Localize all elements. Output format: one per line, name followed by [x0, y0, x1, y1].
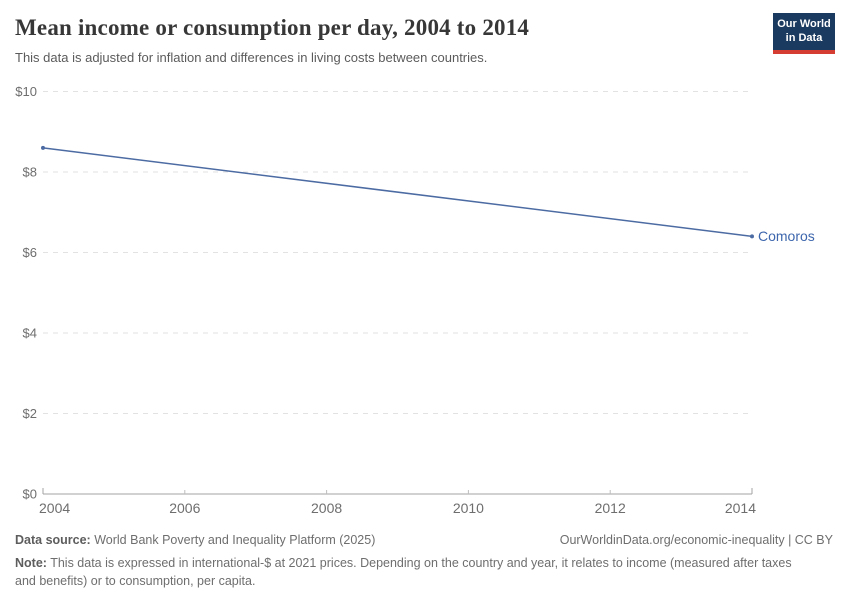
chart-note: Note: This data is expressed in internat… — [15, 554, 810, 590]
x-tick-label: 2012 — [595, 500, 626, 516]
y-tick-label: $6 — [23, 245, 37, 260]
chart-header: Mean income or consumption per day, 2004… — [15, 13, 835, 65]
x-tick-label: 2006 — [169, 500, 200, 516]
x-tick-label: 2008 — [311, 500, 342, 516]
note-label: Note: — [15, 556, 47, 570]
x-tick-label: 2014 — [725, 500, 756, 516]
series-label: Comoros — [758, 228, 815, 244]
line-chart: $0 $2 $4 $6 $8 $10 2004 2006 2008 2010 2012 2014 Com… — [0, 80, 850, 525]
owid-logo-line1: Our World — [777, 18, 831, 30]
chart-subtitle: This data is adjusted for inflation and … — [15, 50, 488, 65]
y-tick-label: $8 — [23, 165, 37, 180]
owid-logo-line2: in Data — [785, 31, 823, 44]
source-row: Data source: World Bank Poverty and Ineq… — [15, 533, 833, 547]
data-source-label: Data source: — [15, 533, 91, 547]
y-tick-label: $4 — [23, 326, 37, 341]
owid-logo: Our World in Data — [773, 13, 835, 54]
license-link[interactable]: OurWorldinData.org/economic-inequality |… — [559, 533, 833, 547]
series-end-point — [750, 234, 754, 239]
x-tick-label: 2010 — [453, 500, 484, 516]
y-tick-label: $2 — [23, 406, 37, 421]
data-source: Data source: World Bank Poverty and Ineq… — [15, 533, 375, 547]
line-chart-svg: $0 $2 $4 $6 $8 $10 2004 2006 2008 2010 2012 2014 Com… — [15, 84, 815, 516]
chart-footer: Data source: World Bank Poverty and Ineq… — [15, 533, 833, 590]
y-tick-label: $0 — [23, 487, 37, 502]
page-title: Mean income or consumption per day, 2004… — [15, 15, 530, 40]
x-tick-label: 2004 — [39, 500, 70, 516]
data-source-text: World Bank Poverty and Inequality Platfo… — [94, 533, 376, 547]
series-start-point — [41, 145, 45, 150]
y-tick-label: $10 — [15, 84, 37, 99]
series-line — [42, 147, 753, 238]
note-text: This data is expressed in international-… — [15, 556, 792, 589]
